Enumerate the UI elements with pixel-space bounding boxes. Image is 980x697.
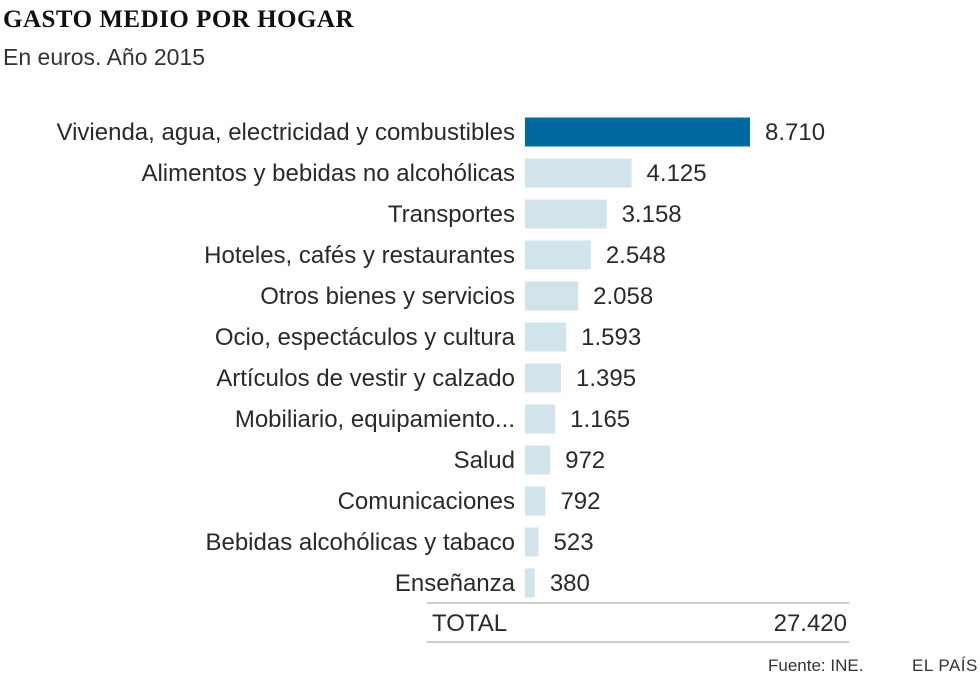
value-label: 972 <box>565 447 605 474</box>
category-label: Enseñanza <box>395 570 516 597</box>
bar <box>525 240 591 270</box>
bar <box>525 445 551 475</box>
bar <box>525 527 539 557</box>
chart-subtitle: En euros. Año 2015 <box>3 44 206 70</box>
value-label: 1.395 <box>576 365 636 392</box>
category-label: Alimentos y bebidas no alcohólicas <box>141 160 515 187</box>
bar <box>525 117 750 147</box>
category-label: Artículos de vestir y calzado <box>216 365 515 392</box>
brand-logo: EL PAÍS <box>912 656 978 675</box>
value-label: 1.593 <box>581 324 641 351</box>
category-label: Bebidas alcohólicas y tabaco <box>205 529 515 556</box>
value-label: 2.548 <box>606 242 666 269</box>
chart-title: GASTO MEDIO POR HOGAR <box>3 6 355 33</box>
category-label: Salud <box>454 447 515 474</box>
bar <box>525 199 607 229</box>
category-label: Vivienda, agua, electricidad y combustib… <box>57 119 515 146</box>
value-label: 4.125 <box>647 160 707 187</box>
value-label: 380 <box>550 570 590 597</box>
bar <box>525 363 562 393</box>
category-label: Ocio, espectáculos y cultura <box>215 324 516 351</box>
bar <box>525 568 535 598</box>
category-label: Comunicaciones <box>338 488 515 515</box>
value-label: 8.710 <box>765 119 825 146</box>
value-label: 523 <box>554 529 594 556</box>
category-label: Hoteles, cafés y restaurantes <box>204 242 515 269</box>
category-label: Otros bienes y servicios <box>260 283 515 310</box>
value-label: 3.158 <box>622 201 682 228</box>
bar <box>525 158 632 188</box>
category-label: Transportes <box>388 201 515 228</box>
bar <box>525 404 556 434</box>
value-label: 792 <box>560 488 600 515</box>
value-label: 1.165 <box>570 406 630 433</box>
value-label: 2.058 <box>593 283 653 310</box>
total-label: TOTAL <box>432 610 507 637</box>
total-value: 27.420 <box>774 610 847 637</box>
source-note: Fuente: INE. <box>768 656 864 675</box>
bar <box>525 281 579 311</box>
category-label: Mobiliario, equipamiento... <box>235 406 515 433</box>
bar <box>525 322 567 352</box>
bar <box>525 486 546 516</box>
